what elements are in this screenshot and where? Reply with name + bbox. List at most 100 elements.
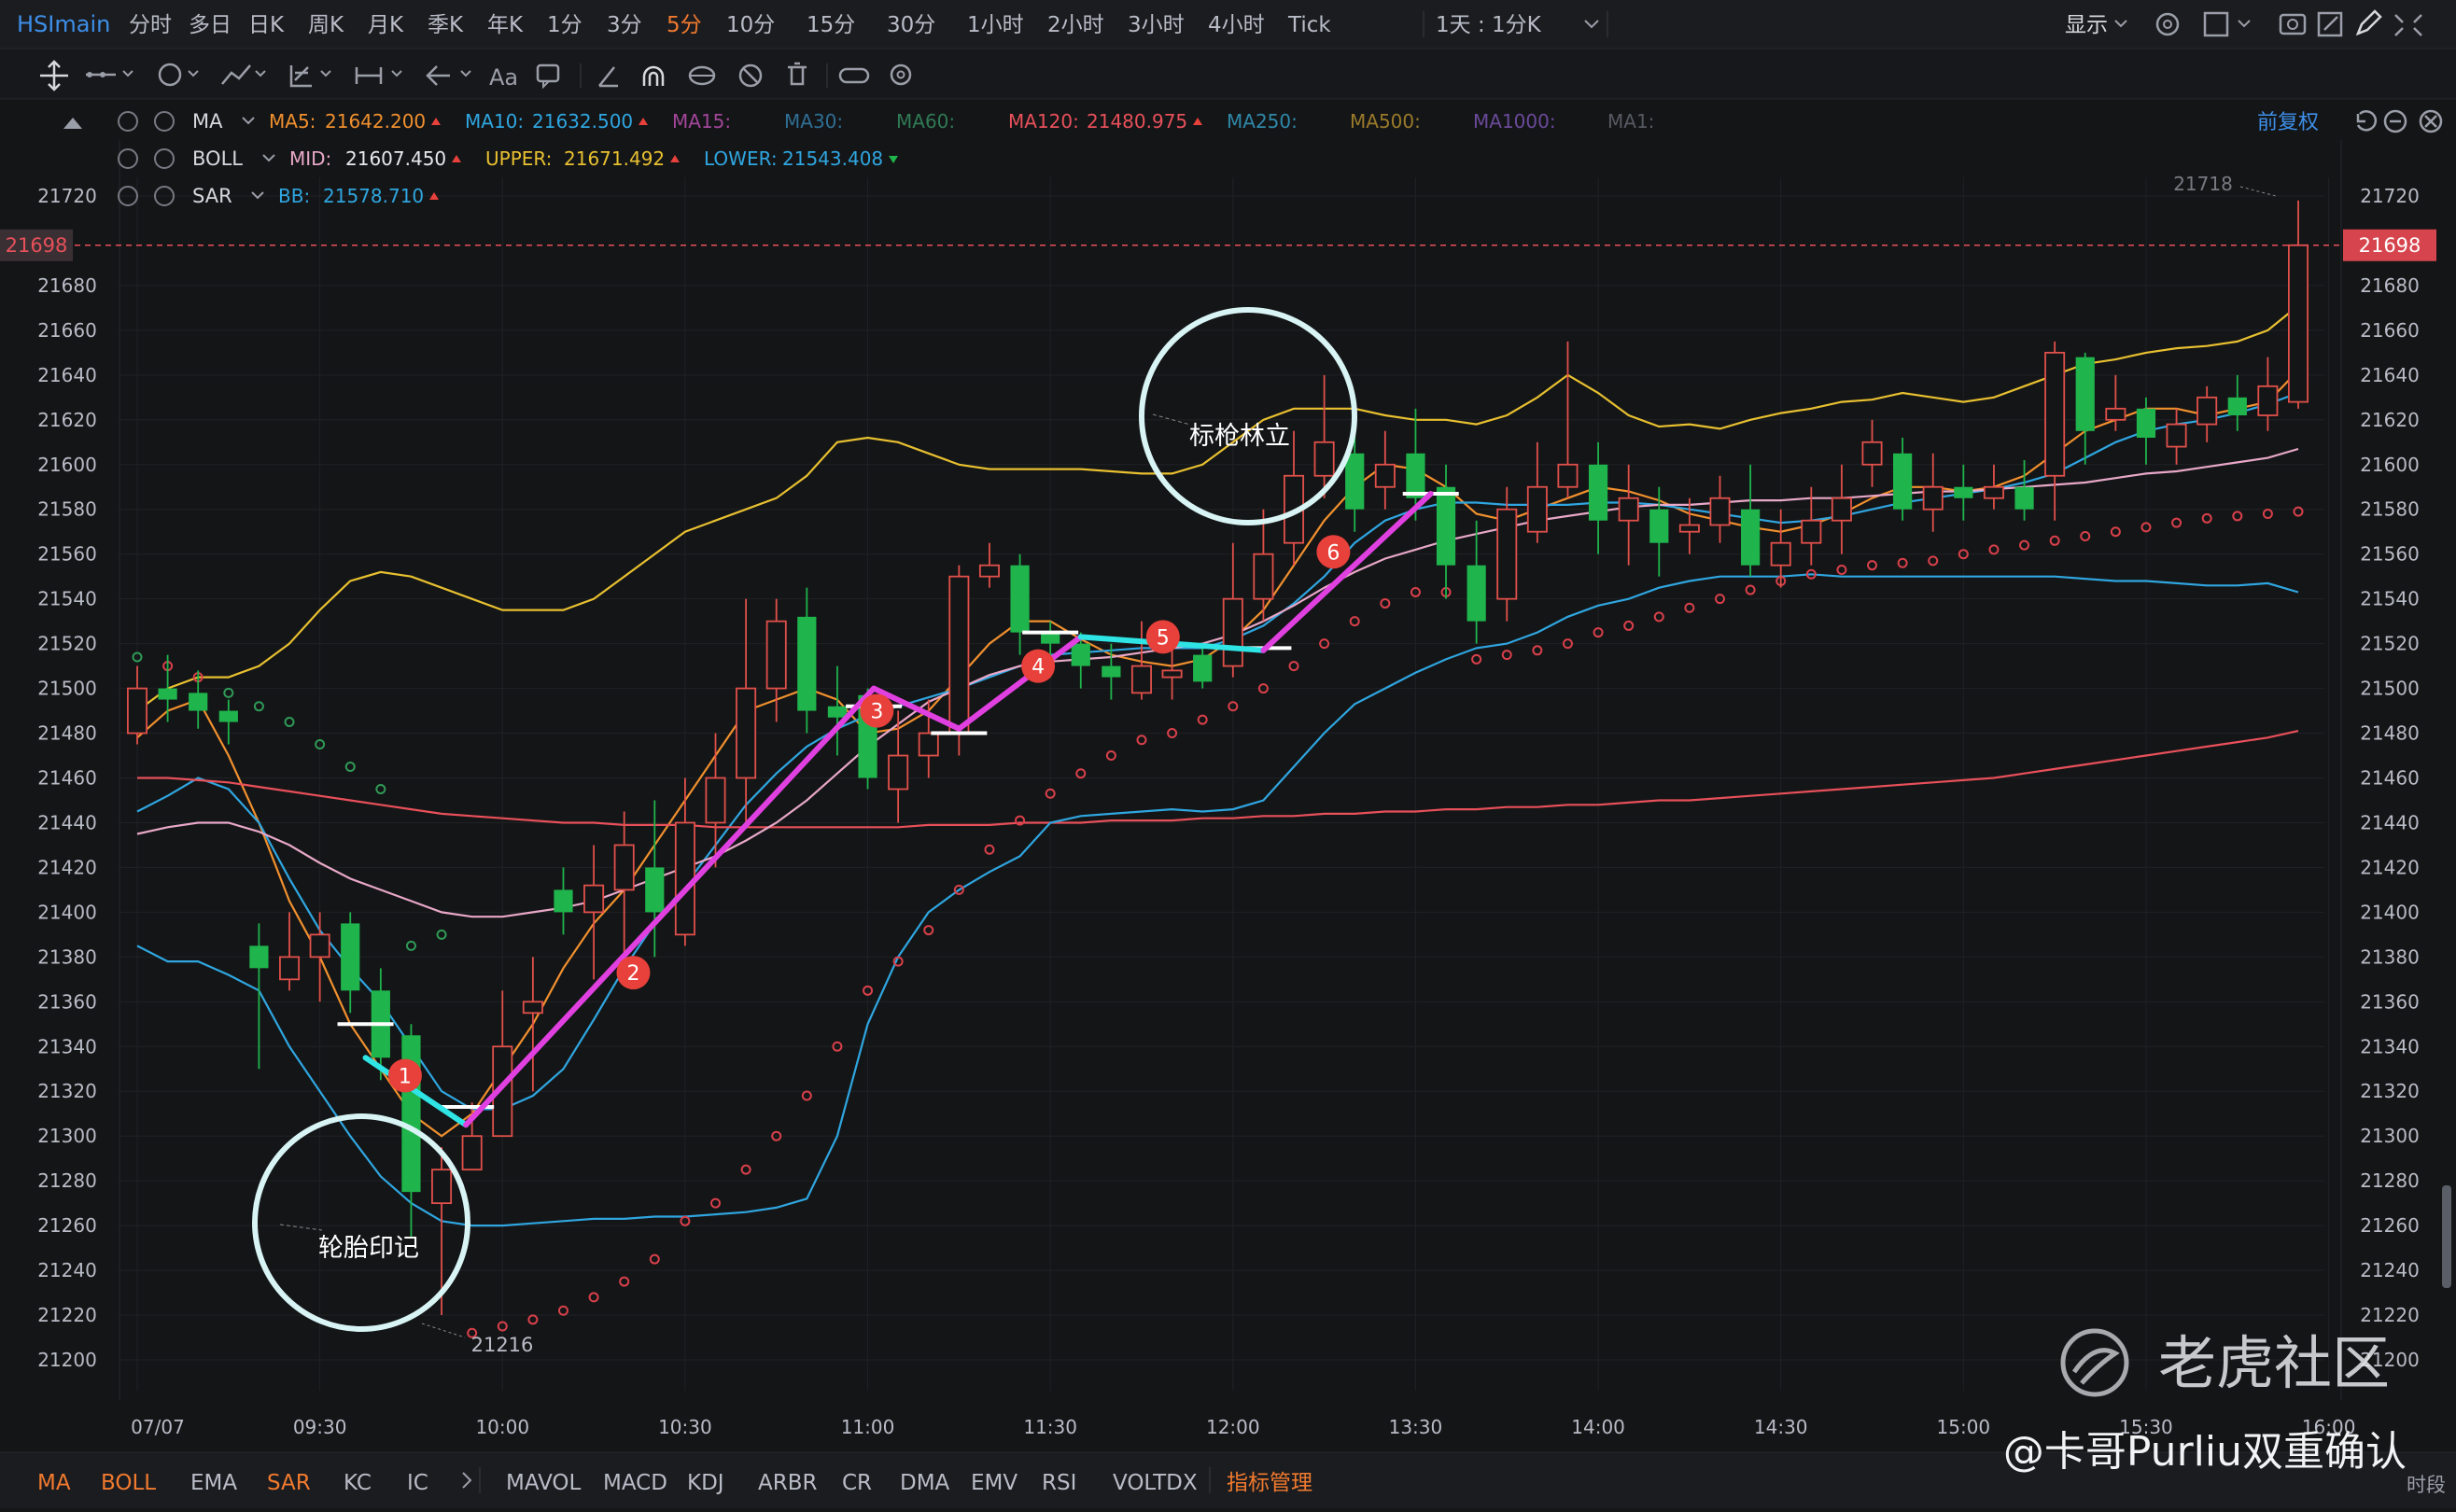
tab-period[interactable]: 1小时 — [967, 13, 1024, 37]
sub-indicator-tab[interactable]: ARBR — [758, 1471, 817, 1495]
tab-period[interactable]: 30分 — [887, 13, 935, 37]
tab-period[interactable]: 3分 — [607, 13, 642, 37]
fullscreen-icon[interactable] — [2394, 14, 2422, 36]
trash-tool-icon[interactable] — [788, 62, 807, 86]
indicator-tab[interactable]: KC — [344, 1471, 372, 1495]
tab-period[interactable]: 月K — [368, 13, 404, 37]
legend-label: MA60: — [896, 110, 955, 133]
tab-period[interactable]: 年K — [487, 13, 524, 37]
y-tick-left: 21240 — [37, 1259, 97, 1281]
comment-tool-icon[interactable] — [536, 63, 560, 90]
candle — [1922, 453, 1944, 532]
tab-period[interactable]: 15分 — [807, 13, 855, 37]
indicator-tab[interactable]: IC — [407, 1471, 428, 1495]
tab-period[interactable]: 日K — [248, 13, 285, 37]
close-icon[interactable] — [154, 186, 175, 206]
undo-icon[interactable] — [2356, 110, 2378, 132]
fib-tool-icon[interactable] — [289, 65, 331, 88]
collapse-icon[interactable] — [63, 118, 82, 129]
hide-tool-icon[interactable] — [738, 63, 763, 88]
crosshair-icon[interactable] — [40, 60, 68, 91]
range-chevron-icon[interactable] — [1584, 20, 1599, 29]
close-icon[interactable] — [2419, 109, 2443, 133]
draw-icon[interactable] — [2355, 9, 2382, 36]
candle-body — [1649, 509, 1669, 543]
indicator-tab[interactable]: EMA — [190, 1471, 237, 1495]
sar-dot — [1228, 701, 1239, 712]
tab-period[interactable]: 多日 — [189, 13, 232, 37]
symbol-label[interactable]: HSImain — [17, 11, 110, 37]
indicator-tab[interactable]: SAR — [267, 1471, 311, 1495]
x-tick-label: 10:30 — [658, 1416, 712, 1438]
tab-period[interactable]: 10分 — [726, 13, 775, 37]
display-menu[interactable]: 显示 — [2065, 13, 2108, 37]
minimize-icon[interactable] — [2383, 109, 2407, 133]
text-tool-icon[interactable]: Aa — [489, 64, 518, 91]
close-icon[interactable] — [154, 148, 175, 169]
settings-icon[interactable] — [118, 186, 138, 206]
y-tick-right: 21460 — [2360, 767, 2420, 790]
tab-period[interactable]: 分时 — [129, 13, 172, 37]
settings-icon[interactable] — [118, 111, 138, 132]
y-tick-right: 21480 — [2360, 722, 2420, 745]
settings-icon[interactable] — [2155, 12, 2180, 36]
candle-body — [583, 884, 605, 914]
sub-indicator-tab[interactable]: EMV — [971, 1471, 1017, 1495]
magnet-tool-icon[interactable] — [642, 65, 665, 86]
chevron-down-icon[interactable] — [251, 191, 264, 200]
signal-badge — [1316, 535, 1351, 569]
circle-tool-icon[interactable] — [158, 63, 199, 87]
sub-indicator-tab[interactable]: MAVOL — [506, 1471, 582, 1495]
link-tool-icon[interactable] — [838, 67, 870, 84]
tab-period[interactable]: 4小时 — [1208, 13, 1265, 37]
x-tick-label: 15:00 — [1937, 1416, 1991, 1438]
sar-dot — [680, 1215, 691, 1226]
chevron-down-icon[interactable] — [262, 154, 275, 162]
candle — [189, 670, 208, 729]
candle — [978, 542, 1000, 588]
indicator-tab[interactable]: BOLL — [101, 1471, 156, 1495]
adjust-label[interactable]: 前复权 — [2257, 111, 2319, 134]
indicator-tab[interactable]: MA — [37, 1471, 71, 1495]
trend-tool-icon[interactable] — [221, 64, 266, 85]
eye-tool-icon[interactable] — [688, 65, 716, 86]
candle — [1467, 520, 1486, 644]
settings-icon[interactable] — [118, 148, 138, 169]
sar-dot — [344, 762, 356, 773]
measure-tool-icon[interactable] — [355, 67, 402, 84]
pencil-tool-icon[interactable] — [598, 66, 618, 88]
display-chevron-icon[interactable] — [2114, 20, 2127, 28]
tab-period[interactable]: 3小时 — [1128, 13, 1185, 37]
candle — [1801, 486, 1822, 566]
range-selector[interactable]: 1天 : 1分K — [1436, 13, 1542, 37]
ray-line-icon[interactable] — [86, 70, 133, 77]
legend-label: MA1: — [1607, 110, 1654, 133]
window-icon[interactable] — [2203, 11, 2251, 37]
scroll-handle[interactable] — [2442, 1185, 2451, 1288]
tab-period[interactable]: Tick — [1287, 13, 1331, 37]
legend-label: MA500: — [1350, 110, 1421, 133]
edit-icon[interactable] — [2317, 11, 2343, 37]
settings-tool-icon[interactable] — [890, 63, 912, 86]
sub-indicator-tab[interactable]: MACD — [603, 1471, 667, 1495]
close-icon[interactable] — [154, 111, 175, 132]
tab-period[interactable]: 周K — [308, 13, 344, 37]
tab-period[interactable]: 1分 — [547, 13, 582, 37]
camera-icon[interactable] — [2279, 13, 2307, 35]
sub-indicator-tab[interactable]: CR — [842, 1471, 872, 1495]
sub-indicator-tab[interactable]: KDJ — [687, 1471, 724, 1495]
sub-indicator-tab[interactable]: RSI — [1042, 1471, 1076, 1495]
chevron-right-icon[interactable] — [462, 1472, 472, 1489]
sub-indicator-tab[interactable]: VOLTDX — [1113, 1471, 1198, 1495]
arrow-tool-icon[interactable] — [426, 65, 471, 86]
chevron-down-icon[interactable] — [242, 117, 255, 125]
sub-indicator-tab[interactable]: DMA — [900, 1471, 950, 1495]
tab-period[interactable]: 5分 — [667, 13, 702, 37]
candle — [309, 912, 330, 1002]
tab-period[interactable]: 2小时 — [1047, 13, 1104, 37]
indicator-manage[interactable]: 指标管理 — [1227, 1471, 1312, 1495]
sar-dot — [2262, 509, 2273, 520]
y-tick-right: 21500 — [2360, 678, 2420, 700]
tab-period[interactable]: 季K — [428, 13, 464, 37]
session-menu[interactable]: 时段 — [2407, 1474, 2446, 1496]
